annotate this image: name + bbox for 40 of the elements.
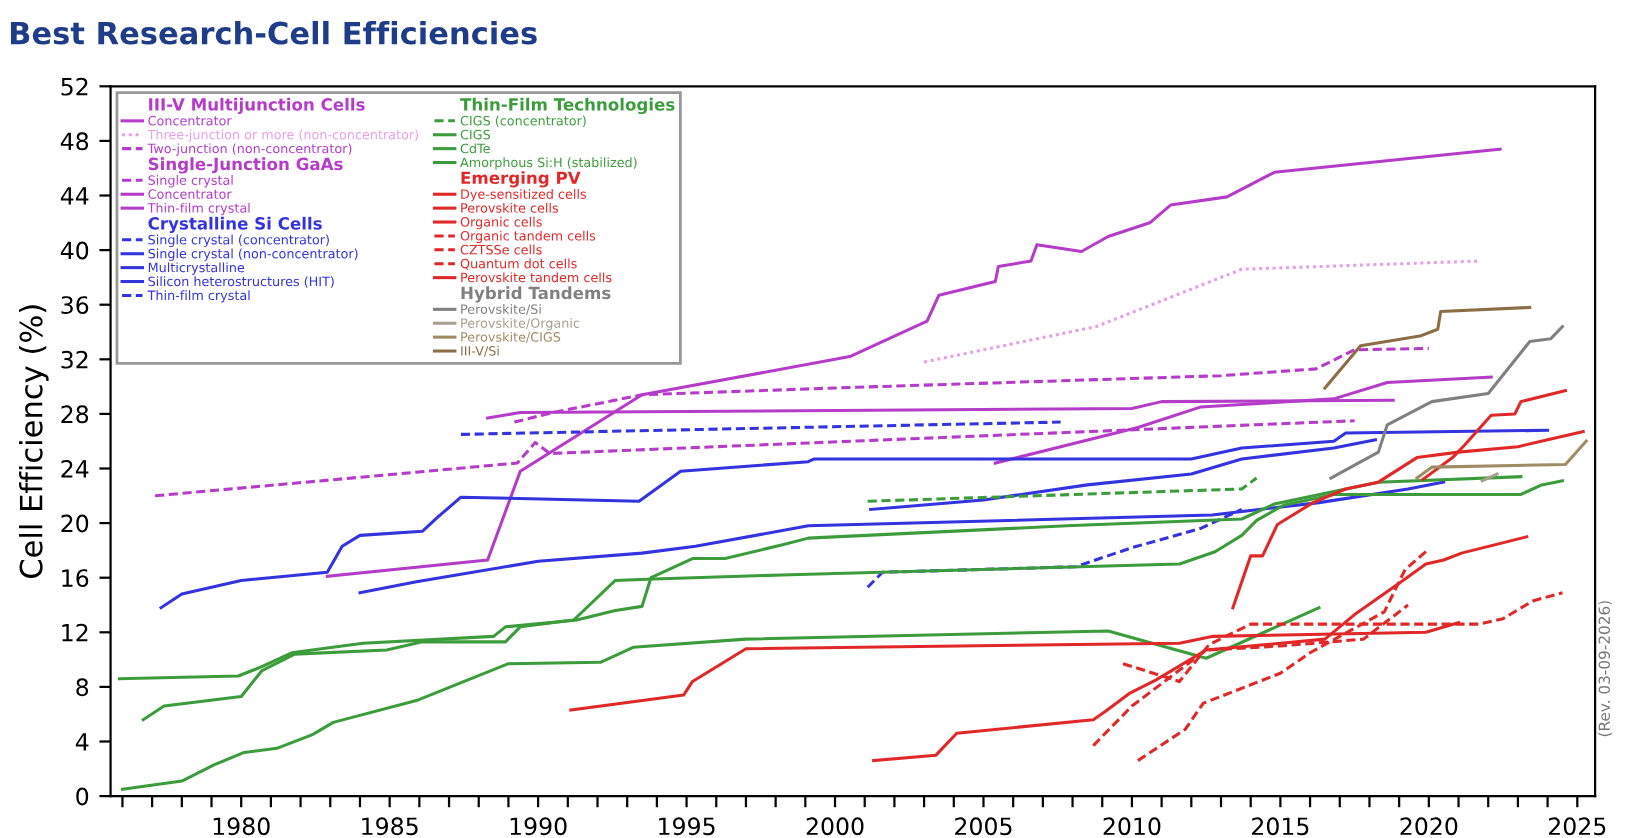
annotation: Crystalline Si Cells	[148, 216, 322, 234]
line-series	[159, 428, 1550, 610]
y-tick-label: 28	[61, 405, 89, 424]
x-tick-label: 2000	[806, 817, 864, 836]
x-tick-label: 2010	[1103, 817, 1161, 836]
y-tick-label: 0	[76, 787, 89, 806]
annotation: III-V Multijunction Cells	[149, 97, 365, 115]
x-tick-label: 2025	[1548, 817, 1606, 836]
y-tick-label: 52	[61, 77, 88, 96]
y-axis-title: Cell Efficiency (%)	[19, 305, 49, 579]
line-series	[358, 480, 1446, 595]
x-tick-label: 2015	[1252, 817, 1309, 836]
y-tick-label: 8	[76, 678, 89, 697]
y-tick-label: 44	[60, 187, 89, 205]
y-tick-label: 40	[60, 241, 89, 260]
y-tick-label: 48	[60, 132, 89, 151]
x-tick-label: 2020	[1400, 817, 1458, 836]
y-tick-label: 16	[62, 569, 89, 588]
line-series	[1323, 305, 1532, 390]
x-tick-label: 1995	[659, 817, 715, 836]
y-tick-label: 4	[75, 733, 89, 751]
x-tick-label: 2005	[955, 817, 1012, 836]
line-series	[1329, 325, 1564, 480]
line-series	[869, 438, 1377, 511]
y-tick-label: 20	[61, 514, 89, 533]
y-tick-label: 24	[61, 459, 89, 478]
annotation: Hybrid Tandems	[461, 286, 611, 303]
annotation: Single-Junction GaAs	[148, 157, 343, 174]
x-tick-label: 1985	[362, 817, 418, 836]
y-tick-label: 12	[62, 623, 88, 642]
line-series	[120, 606, 1321, 791]
annotation: Emerging PV	[461, 171, 581, 188]
y-tick-label: 32	[61, 350, 88, 369]
annotation: Thin-Film Technologies	[460, 97, 675, 115]
x-tick-label: 1980	[213, 817, 270, 836]
line-series	[922, 259, 1481, 364]
y-tick-label: 36	[61, 296, 89, 315]
line-series	[1415, 439, 1588, 480]
chart-title: Best Research-Cell Efficiencies	[10, 20, 537, 45]
x-tick-label: 1990	[510, 817, 567, 836]
